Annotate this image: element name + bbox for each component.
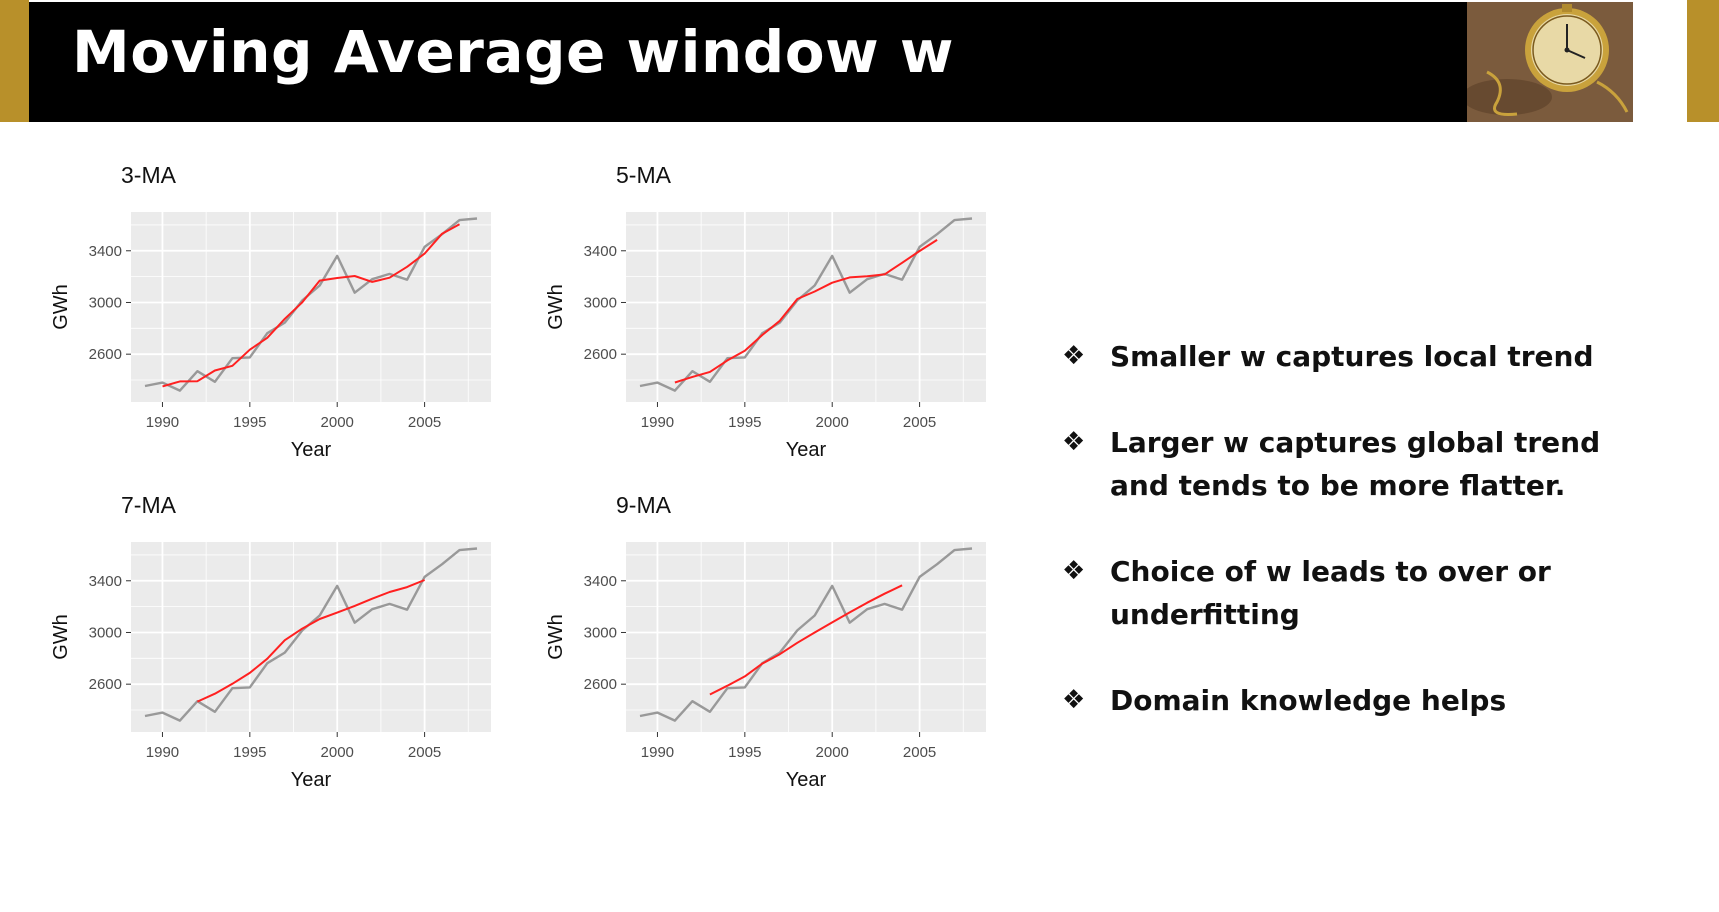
bullet-text: Domain knowledge helps — [1110, 684, 1507, 717]
y-tick-label: 3400 — [584, 243, 617, 260]
four-diamond-bullet-icon: ❖ — [1062, 556, 1086, 586]
x-tick-label: 1995 — [728, 744, 761, 761]
x-tick-label: 2005 — [903, 414, 936, 431]
gold-accent-right — [1687, 0, 1719, 122]
x-axis-label: Year — [786, 769, 827, 791]
y-tick-label: 3400 — [584, 573, 617, 590]
y-tick-label: 3400 — [89, 573, 122, 590]
series-line-moving-average — [709, 584, 903, 696]
chart-title: 9-MA — [616, 492, 672, 518]
bullet-item: ❖ Smaller w captures local trend — [1062, 335, 1662, 378]
four-diamond-bullet-icon: ❖ — [1062, 427, 1086, 457]
bullet-item: ❖ Choice of w leads to over or underfitt… — [1062, 550, 1662, 636]
slide-title: Moving Average window w — [72, 18, 954, 86]
chart-title: 7-MA — [121, 492, 177, 518]
x-tick-label: 1990 — [641, 414, 674, 431]
x-tick-label: 2005 — [408, 744, 441, 761]
series-line-moving-average — [162, 223, 460, 388]
chart-5-ma: 5-MA 1990 1995 2000 2005 2600 3000 3400 Year GWh — [540, 160, 1030, 480]
x-tick-label: 2005 — [408, 414, 441, 431]
x-tick-label: 2005 — [903, 744, 936, 761]
x-tick-label: 2000 — [321, 744, 354, 761]
chart-title: 5-MA — [616, 162, 672, 188]
y-axis-label: GWh — [545, 284, 567, 330]
bullet-text: Smaller w captures local trend — [1110, 340, 1594, 373]
x-tick-label: 2000 — [816, 414, 849, 431]
y-tick-label: 3400 — [89, 243, 122, 260]
chart-9-ma: 9-MA 1990 1995 2000 2005 2600 3000 3400 Year GWh — [540, 490, 1030, 810]
x-tick-label: 1995 — [728, 414, 761, 431]
y-tick-label: 2600 — [89, 346, 122, 363]
x-tick-label: 1990 — [641, 744, 674, 761]
x-axis-label: Year — [291, 769, 332, 791]
x-tick-label: 2000 — [816, 744, 849, 761]
bullet-list: ❖ Smaller w captures local trend ❖ Large… — [1062, 335, 1662, 765]
chart-9-ma-svg: 9-MA 1990 1995 2000 2005 2600 3000 3400 Year GWh — [545, 492, 986, 791]
y-tick-label: 3000 — [584, 294, 617, 311]
chart-3-ma-svg: 3-MA 1990 1995 2000 2005 2600 3000 3400 Year GWh — [50, 162, 491, 461]
y-axis-label: GWh — [50, 614, 72, 660]
x-tick-label: 1990 — [146, 414, 179, 431]
y-axis-label: GWh — [545, 614, 567, 660]
series-line-moving-average — [196, 579, 425, 703]
x-axis-label: Year — [786, 439, 827, 461]
bullet-text: Larger w captures global trend and tends… — [1110, 426, 1601, 502]
chart-3-ma: 3-MA 1990 1995 2000 2005 2600 3000 3400 Year GWh — [45, 160, 535, 480]
plot-panel — [626, 212, 986, 402]
y-tick-label: 2600 — [584, 676, 617, 693]
chart-7-ma-svg: 7-MA 1990 1995 2000 2005 2600 3000 3400 Year GWh — [50, 492, 491, 791]
series-line-moving-average — [674, 239, 938, 384]
x-tick-label: 2000 — [321, 414, 354, 431]
x-tick-label: 1995 — [233, 414, 266, 431]
four-diamond-bullet-icon: ❖ — [1062, 685, 1086, 715]
pocket-watch-photo — [1467, 2, 1633, 122]
x-axis-label: Year — [291, 439, 332, 461]
y-tick-label: 2600 — [584, 346, 617, 363]
plot-panel — [131, 542, 491, 732]
bullet-item: ❖ Domain knowledge helps — [1062, 679, 1662, 722]
y-tick-label: 2600 — [89, 676, 122, 693]
gold-accent-left — [0, 0, 29, 122]
x-tick-label: 1995 — [233, 744, 266, 761]
y-axis-label: GWh — [50, 284, 72, 330]
chart-7-ma: 7-MA 1990 1995 2000 2005 2600 3000 3400 Year GWh — [45, 490, 535, 810]
series-line-raw — [639, 547, 973, 722]
bullet-item: ❖ Larger w captures global trend and ten… — [1062, 421, 1662, 507]
title-bar — [29, 2, 1499, 122]
y-tick-label: 3000 — [584, 624, 617, 641]
chart-title: 3-MA — [121, 162, 177, 188]
y-tick-label: 3000 — [89, 624, 122, 641]
pocket-watch-icon — [1467, 2, 1633, 122]
four-diamond-bullet-icon: ❖ — [1062, 341, 1086, 371]
x-tick-label: 1990 — [146, 744, 179, 761]
chart-5-ma-svg: 5-MA 1990 1995 2000 2005 2600 3000 3400 Year GWh — [545, 162, 986, 461]
bullet-text: Choice of w leads to over or underfittin… — [1110, 555, 1551, 631]
y-tick-label: 3000 — [89, 294, 122, 311]
